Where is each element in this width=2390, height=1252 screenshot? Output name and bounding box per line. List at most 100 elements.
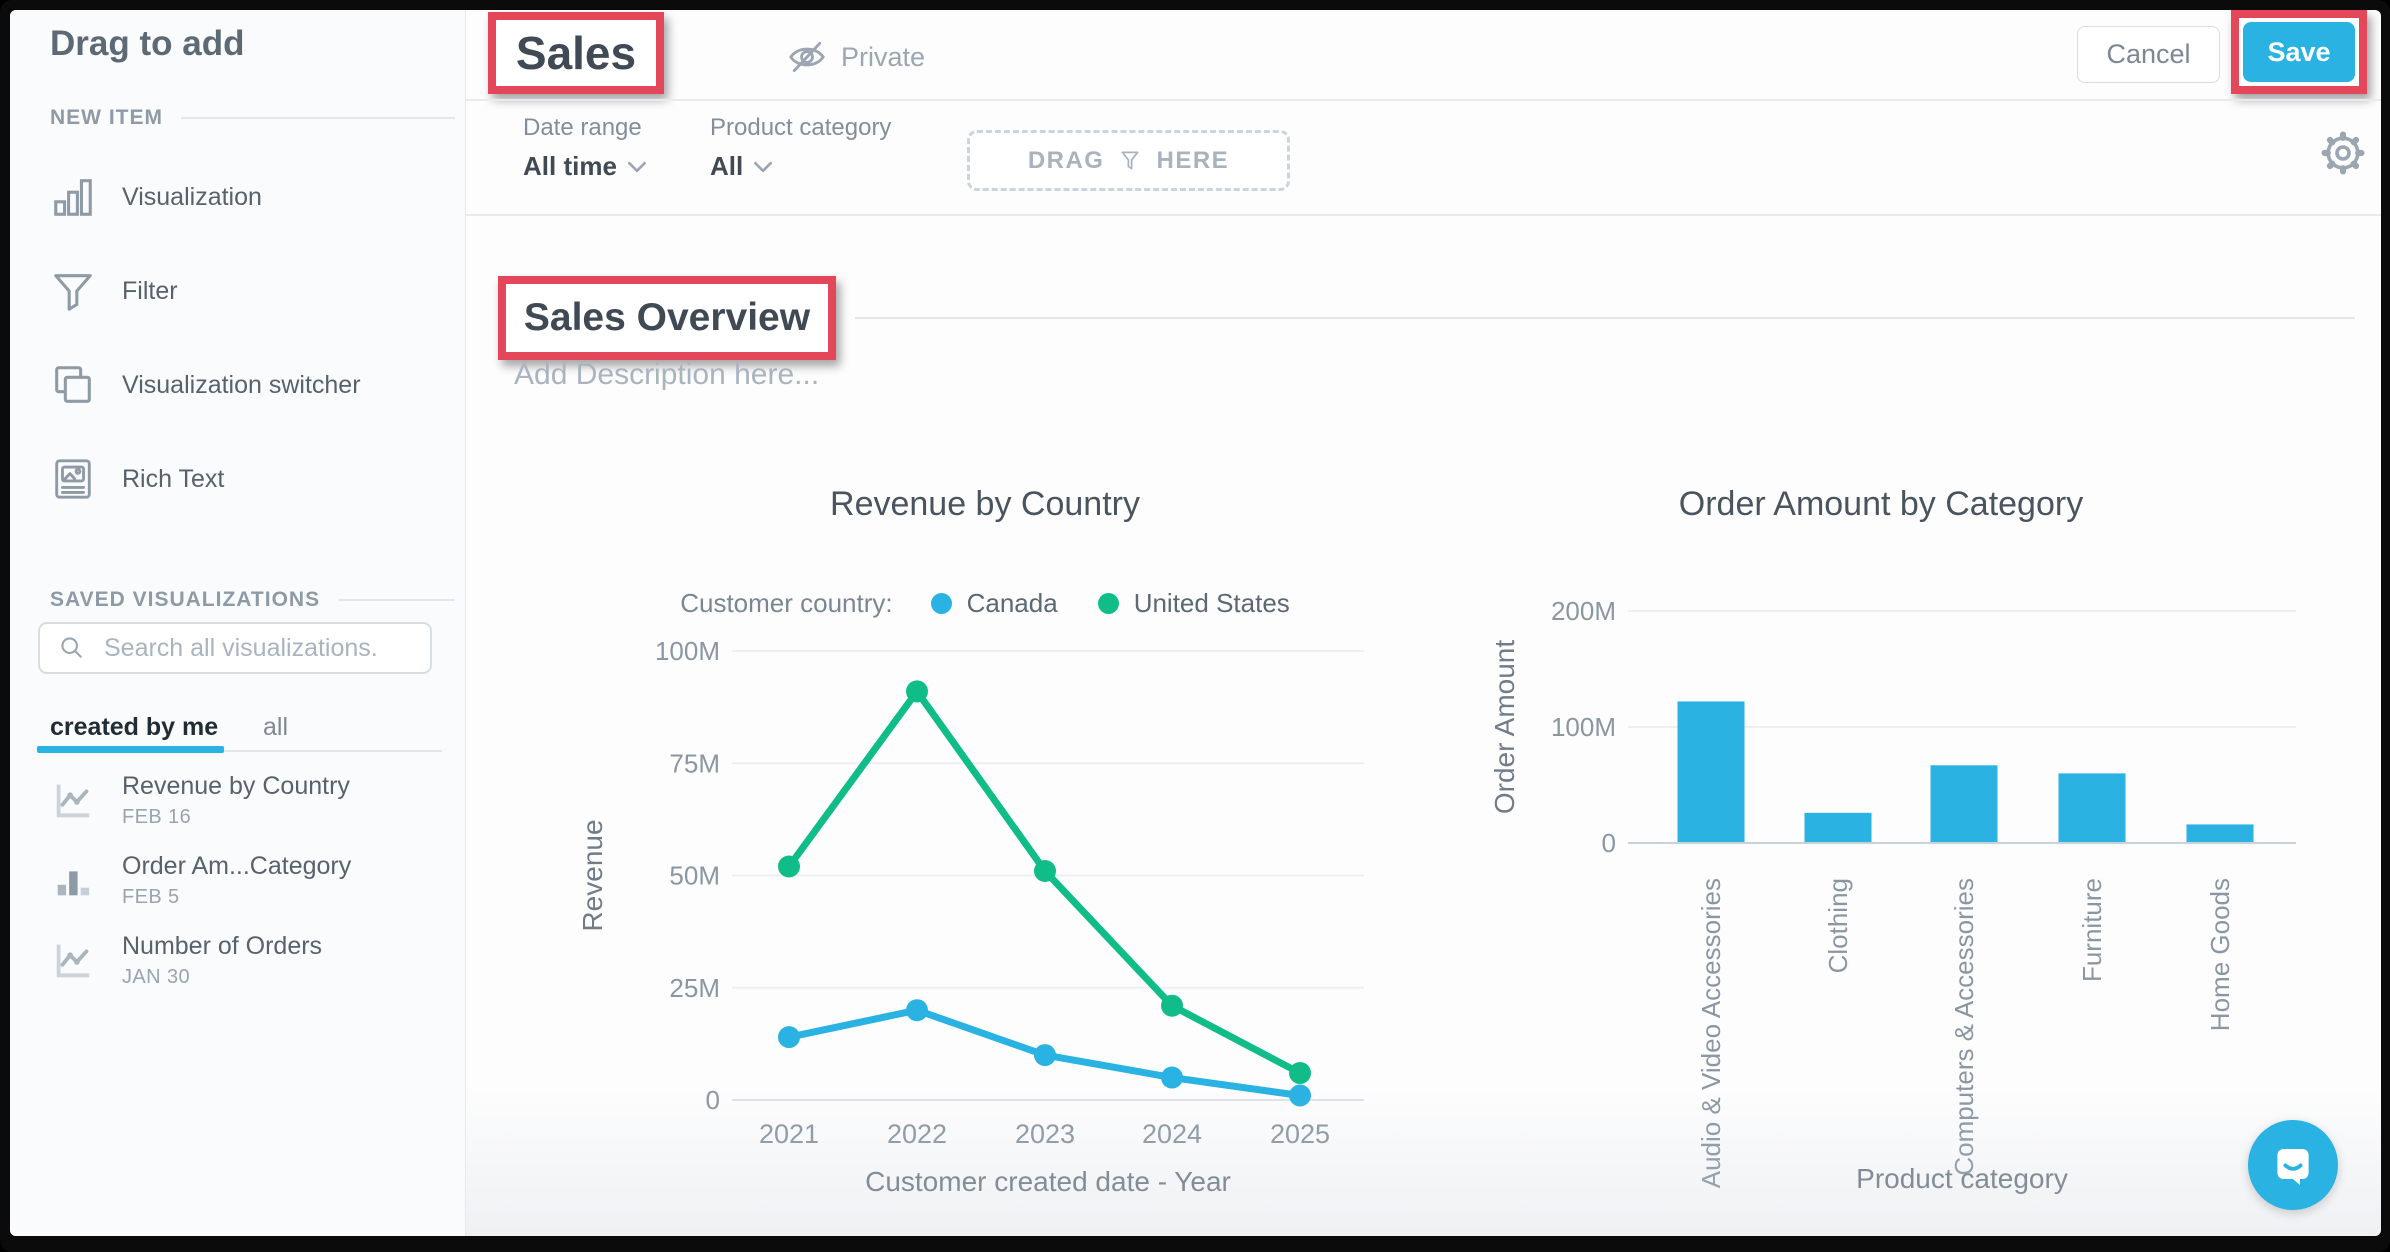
tab-all[interactable]: all [263, 713, 289, 741]
svg-text:0: 0 [1602, 828, 1616, 858]
app-window: Drag to add NEW ITEM Visualization Filte… [10, 10, 2381, 1236]
sidebar-item-visualization[interactable]: Visualization [50, 168, 451, 226]
chat-launcher-button[interactable] [2248, 1120, 2338, 1210]
svg-text:200M: 200M [1551, 596, 1616, 626]
saved-item-date: FEB 16 [122, 805, 192, 828]
svg-text:100M: 100M [1551, 712, 1616, 742]
legend-dot-canada [930, 593, 952, 614]
new-item-label: NEW ITEM [50, 106, 163, 129]
sidebar-item-label: Rich Text [122, 464, 225, 493]
search-box [38, 622, 432, 674]
svg-text:2023: 2023 [1015, 1119, 1075, 1149]
svg-text:Home Goods: Home Goods [2205, 878, 2235, 1031]
settings-button[interactable] [2319, 129, 2367, 177]
chat-bubble-icon [2277, 1149, 2309, 1185]
funnel-icon [1117, 146, 1143, 176]
sidebar-item-filter[interactable]: Filter [50, 262, 451, 320]
filter-label: Product category [710, 114, 892, 141]
svg-text:Product category: Product category [1856, 1163, 2068, 1194]
section-title[interactable]: Sales Overview [523, 296, 811, 339]
product-category-filter[interactable]: Product category All [710, 114, 891, 182]
dashboard-title[interactable]: Sales [515, 27, 637, 79]
svg-text:Audio & Video Accessories: Audio & Video Accessories [1696, 878, 1726, 1188]
svg-text:Furniture: Furniture [2077, 878, 2107, 982]
filter-label: Date range [523, 114, 642, 141]
new-item-section-header: NEW ITEM [50, 106, 455, 130]
bar-chart-icon [48, 857, 98, 903]
line-chart-legend: Customer country: Canada United States [570, 588, 1400, 619]
date-range-filter[interactable]: Date range All time [523, 114, 647, 182]
svg-text:2024: 2024 [1142, 1119, 1202, 1149]
layers-icon [50, 362, 96, 408]
legend-label: Customer country: [680, 588, 893, 618]
svg-text:Order Amount: Order Amount [1489, 640, 1520, 815]
sidebar-item-label: Visualization [122, 182, 262, 211]
filter-value: All [710, 151, 744, 181]
svg-text:0: 0 [706, 1085, 720, 1115]
svg-text:100M: 100M [655, 636, 720, 666]
annotation-box-save: Save [2231, 10, 2367, 94]
saved-item-revenue-by-country[interactable]: Revenue by Country FEB 16 [48, 764, 451, 836]
privacy-label: Private [841, 41, 926, 72]
sidebar-item-label: Visualization switcher [122, 370, 361, 399]
section-divider [855, 317, 2355, 319]
svg-text:Clothing: Clothing [1823, 878, 1853, 973]
eye-off-icon [786, 40, 828, 74]
drop-zone-text: HERE [1156, 146, 1230, 174]
cancel-button[interactable]: Cancel [2077, 26, 2220, 83]
legend-dot-united-states [1097, 593, 1119, 614]
tab-divider [224, 750, 442, 752]
bar-chart-icon [50, 174, 96, 220]
saved-visualizations-label: SAVED VISUALIZATIONS [50, 588, 321, 611]
saved-item-date: FEB 5 [122, 885, 180, 908]
svg-text:25M: 25M [669, 973, 720, 1003]
saved-item-title: Revenue by Country [122, 771, 350, 800]
sidebar-item-visualization-switcher[interactable]: Visualization switcher [50, 356, 451, 414]
sidebar-item-label: Filter [122, 276, 178, 305]
filter-value: All time [523, 151, 617, 181]
save-button[interactable]: Save [2243, 22, 2355, 82]
gear-icon [2321, 131, 2365, 175]
svg-text:2021: 2021 [759, 1119, 819, 1149]
tab-created-by-me[interactable]: created by me [50, 713, 219, 741]
sidebar: Drag to add NEW ITEM Visualization Filte… [10, 10, 466, 1236]
revenue-by-country-line-chart: 0 25M 50M 75M 100M 2021 2022 2023 2024 2025 Custom… [577, 636, 1364, 1197]
section-description-placeholder[interactable]: Add Description here... [514, 358, 820, 391]
svg-text:75M: 75M [669, 748, 720, 778]
rich-text-icon [50, 456, 96, 502]
search-icon [58, 634, 86, 662]
legend-item-canada[interactable]: Canada [966, 588, 1058, 618]
filter-bar-divider [465, 214, 2381, 216]
sidebar-item-rich-text[interactable]: Rich Text [50, 450, 451, 508]
order-amount-bar-chart: 0 100M 200M Audio & Video Accessories Clothi… [1489, 596, 2296, 1194]
privacy-badge[interactable]: Private [786, 37, 925, 77]
saved-item-title: Number of Orders [122, 931, 323, 960]
active-tab-indicator [37, 746, 224, 753]
svg-text:2022: 2022 [887, 1119, 947, 1149]
chevron-down-icon [753, 161, 773, 173]
svg-text:Revenue: Revenue [577, 819, 608, 931]
sidebar-title: Drag to add [50, 24, 245, 63]
drop-zone-text: DRAG [1027, 146, 1105, 174]
filter-drop-zone[interactable]: DRAG HERE [967, 130, 1290, 191]
chevron-down-icon [627, 161, 647, 173]
saved-section-header: SAVED VISUALIZATIONS [50, 588, 455, 612]
svg-text:Customer created date - Year: Customer created date - Year [865, 1166, 1231, 1197]
annotation-box-section-title: Sales Overview [498, 276, 836, 360]
svg-text:2025: 2025 [1270, 1119, 1330, 1149]
annotation-box-dashboard-title: Sales [488, 12, 664, 94]
line-chart-title: Revenue by Country [830, 485, 1140, 523]
funnel-icon [50, 268, 96, 314]
header-divider [465, 99, 2381, 101]
saved-item-order-amount-category[interactable]: Order Am...Category FEB 5 [48, 844, 451, 916]
divider [181, 117, 455, 119]
saved-item-number-of-orders[interactable]: Number of Orders JAN 30 [48, 924, 451, 996]
search-input[interactable] [102, 632, 428, 664]
svg-text:50M: 50M [669, 861, 720, 891]
line-chart-icon [48, 937, 98, 983]
divider [338, 599, 455, 601]
svg-text:Computers & Accessories: Computers & Accessories [1949, 878, 1979, 1176]
bar-chart-title: Order Amount by Category [1678, 485, 2084, 523]
legend-item-united-states[interactable]: United States [1133, 588, 1290, 618]
